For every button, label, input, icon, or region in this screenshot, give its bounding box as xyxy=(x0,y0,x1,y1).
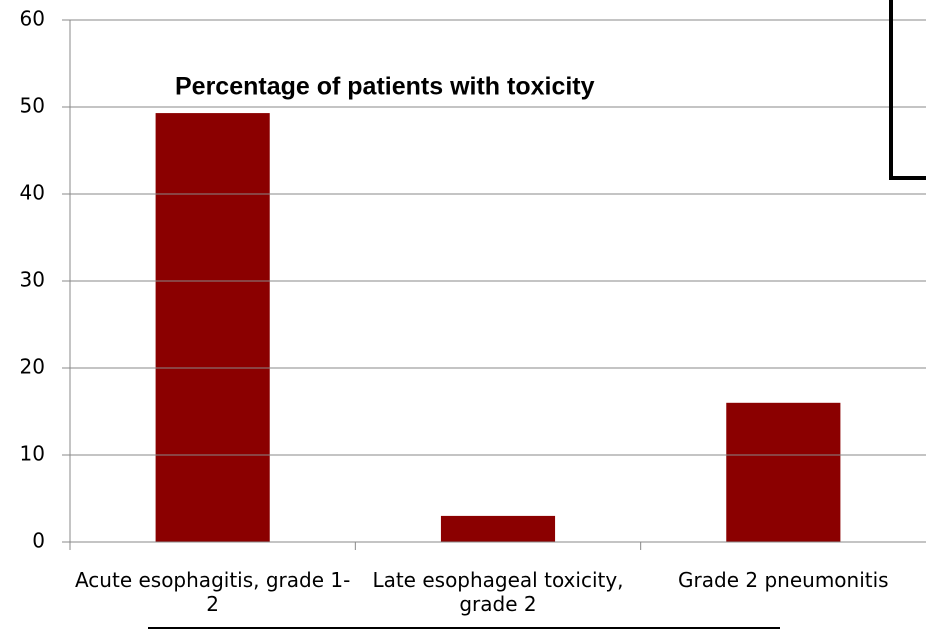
bar xyxy=(726,402,841,542)
y-tick-label: 50 xyxy=(20,94,45,118)
bar xyxy=(155,113,270,542)
x-tick-label: Grade 2 pneumonitis xyxy=(678,568,889,592)
y-tick-label: 20 xyxy=(20,355,45,379)
chart-title: Percentage of patients with toxicity xyxy=(175,73,595,101)
y-tick-label: 30 xyxy=(20,268,45,292)
y-tick-label: 0 xyxy=(32,529,45,553)
bar xyxy=(440,515,556,542)
y-tick-label: 40 xyxy=(20,181,45,205)
x-tick-label: Acute esophagitis, grade 1-2 xyxy=(74,568,351,616)
y-tick-label: 10 xyxy=(20,442,45,466)
y-tick-label: 60 xyxy=(20,7,45,31)
x-tick-label: Late esophageal toxicity, grade 2 xyxy=(372,568,624,616)
